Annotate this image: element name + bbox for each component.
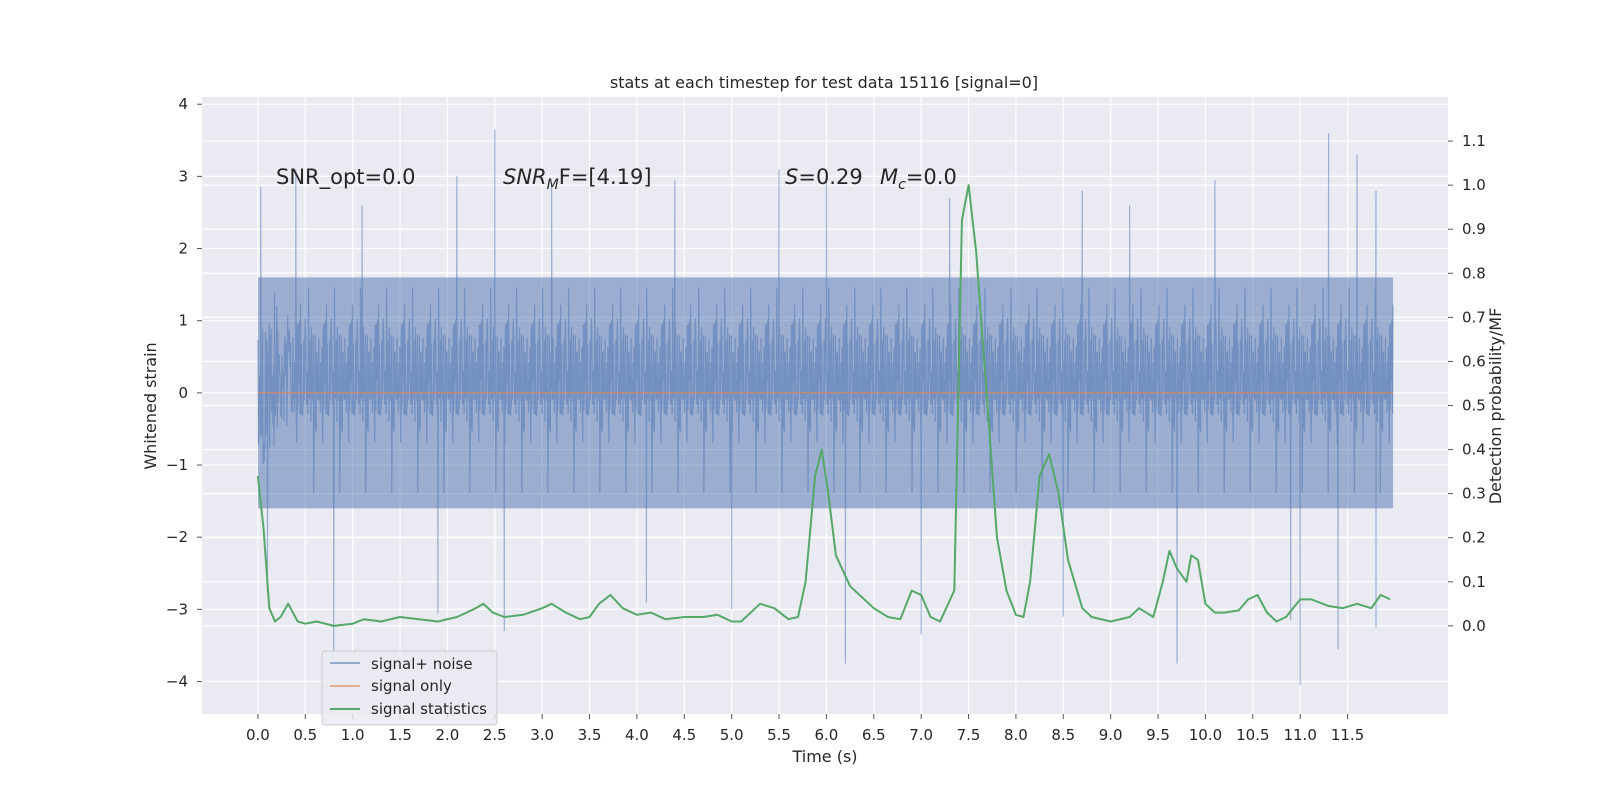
x-tick-label: 9.0 (1099, 726, 1123, 744)
y-right-tick-label: 0.1 (1462, 573, 1486, 591)
y-right-tick-label: 0.5 (1462, 397, 1486, 415)
legend-label-signal-statistics: signal statistics (371, 700, 487, 718)
annotation-snr-mf: SNRMF=[4.19] (503, 165, 652, 193)
legend-label-signal-only: signal only (371, 677, 452, 695)
y-right-tick-label: 0.3 (1462, 485, 1486, 503)
x-axis-label: Time (s) (791, 747, 857, 766)
y-right-tick-labels: 1.1 1.0 0.9 0.8 0.7 0.6 0.5 0.4 0.3 0.2 0.1 0.0 (1448, 132, 1486, 635)
y-right-tick-label: 1.0 (1462, 176, 1486, 194)
y-tick-label: −2 (166, 528, 188, 546)
x-tick-label: 7.0 (909, 726, 933, 744)
annotation-mc-var: M (880, 165, 898, 189)
y-right-tick-label: 0.9 (1462, 220, 1486, 238)
x-tick-label: 8.5 (1051, 726, 1075, 744)
x-tick-label: 0.0 (246, 726, 270, 744)
y-axis-label: Whitened strain (141, 342, 160, 469)
x-tick-label: 7.5 (957, 726, 981, 744)
annotation-mc-value: =0.0 (906, 165, 957, 189)
y-tick-label: 3 (178, 167, 188, 185)
series-signal-statistics-line (256, 184, 1391, 627)
x-tick-label: 4.0 (625, 726, 649, 744)
annotation-snr-opt: SNR_opt=0.0 (276, 165, 416, 190)
x-tick-label: 10.5 (1236, 726, 1269, 744)
annotation-snr-mf-main: SNR (503, 165, 547, 189)
x-tick-label: 5.5 (767, 726, 791, 744)
chart-title: stats at each timestep for test data 151… (610, 73, 1038, 92)
y-right-axis-label: Detection probability/MF (1486, 308, 1505, 505)
annotation-s-var: S (785, 165, 798, 189)
y-right-tick-label: 0.2 (1462, 529, 1486, 547)
y-right-tick-label: 0.4 (1462, 441, 1486, 459)
x-tick-label: 9.5 (1146, 726, 1170, 744)
y-tick-label: −3 (166, 600, 188, 618)
x-tick-label: 1.0 (341, 726, 365, 744)
legend-label-signal-noise: signal+ noise (371, 655, 473, 673)
y-right-tick-label: 0.8 (1462, 264, 1486, 282)
y-tick-label: 2 (178, 240, 188, 258)
x-tick-label: 11.5 (1331, 726, 1364, 744)
y-right-tick-label: 0.6 (1462, 352, 1486, 370)
y-right-tick-label: 1.1 (1462, 132, 1486, 150)
annotation-s-value: =0.29 (798, 165, 862, 189)
series-layer (256, 129, 1394, 686)
x-tick-label: 6.5 (862, 726, 886, 744)
x-tick-label: 3.5 (578, 726, 602, 744)
legend: signal+ noise signal only signal statist… (321, 650, 498, 726)
y-right-tick-label: 0.7 (1462, 308, 1486, 326)
y-tick-label: 1 (178, 312, 188, 330)
y-tick-label: −4 (166, 673, 188, 691)
y-tick-label: −1 (166, 456, 188, 474)
x-tick-label: 8.0 (1004, 726, 1028, 744)
x-tick-label: 5.0 (720, 726, 744, 744)
x-tick-label: 4.5 (672, 726, 696, 744)
x-tick-label: 2.0 (435, 726, 459, 744)
annotation-snr-mf-sub: M (547, 177, 559, 193)
annotation-s: S=0.29 (785, 165, 863, 189)
annotation-snr-mf-tail: F=[4.19] (559, 165, 652, 189)
x-tick-label: 2.5 (483, 726, 507, 744)
annotation-mc-sub: c (898, 177, 906, 193)
y-tick-label: 4 (178, 95, 188, 113)
y-tick-label: 0 (178, 384, 188, 402)
legend-box (321, 650, 498, 726)
y-tick-labels: 4 3 2 1 0 −1 −2 −3 −4 (166, 95, 202, 691)
x-tick-label: 0.5 (293, 726, 317, 744)
x-tick-label: 11.0 (1283, 726, 1316, 744)
annotation-mc: Mc=0.0 (880, 165, 957, 193)
series-signal-noise-line (257, 129, 1394, 686)
x-tick-label: 10.0 (1189, 726, 1222, 744)
x-tick-label: 1.5 (388, 726, 412, 744)
x-tick-labels: 0.0 0.5 1.0 1.5 2.0 2.5 3.0 3.5 4.0 4.5 5.0 5.5 6.0 6… (246, 714, 1364, 744)
x-tick-label: 6.0 (814, 726, 838, 744)
y-right-tick-label: 0.0 (1462, 617, 1486, 635)
x-tick-label: 3.0 (530, 726, 554, 744)
